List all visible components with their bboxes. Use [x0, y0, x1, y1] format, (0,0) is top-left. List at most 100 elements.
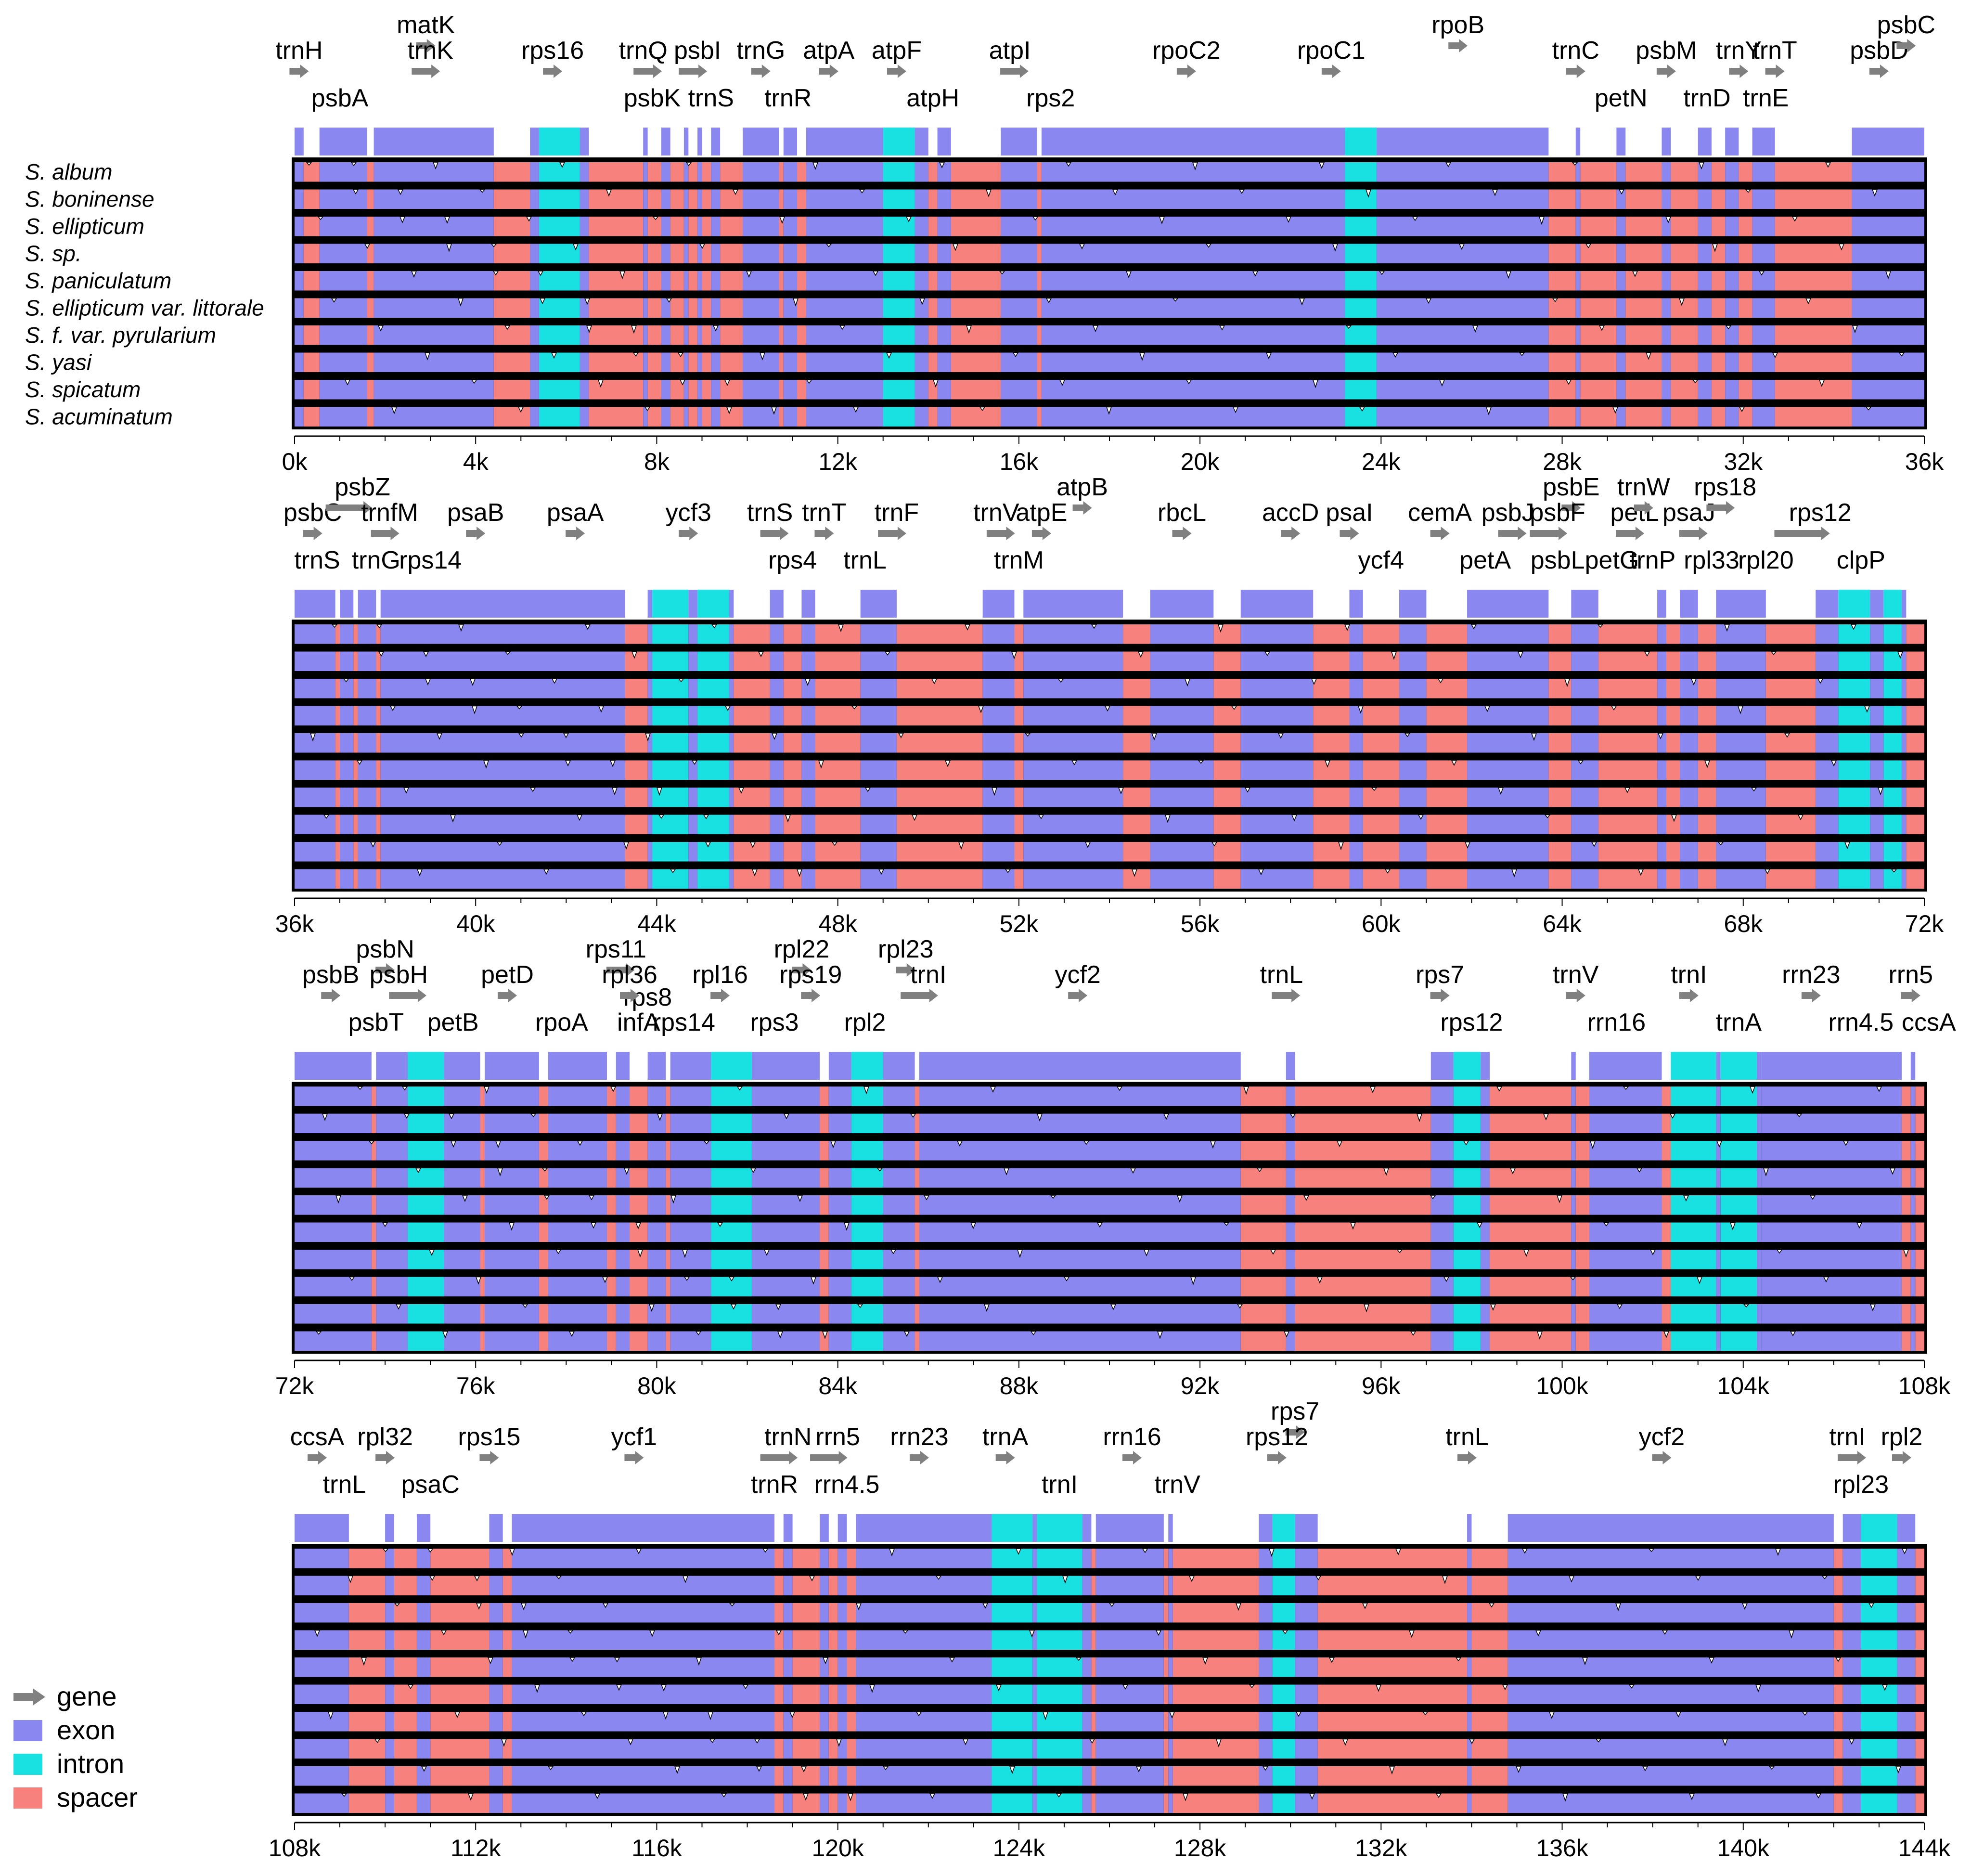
track-segment: [1883, 679, 1902, 699]
track-segment: [1349, 733, 1363, 753]
track-segment: [1037, 1739, 1082, 1759]
identity-dip: [818, 760, 824, 769]
identity-dip: [322, 1113, 328, 1121]
track-segment: [643, 162, 648, 182]
track-segment: [493, 298, 530, 318]
track-segment: [1915, 1549, 1924, 1568]
track-segment: [1756, 1304, 1762, 1324]
track-segment: [376, 869, 381, 889]
track-segment: [371, 1168, 376, 1188]
track-segment: [1838, 733, 1870, 753]
track-segment: [616, 1331, 630, 1351]
track-segment: [1091, 1766, 1096, 1786]
track-segment: [1467, 733, 1549, 753]
track-segment: [670, 325, 684, 345]
track-segment: [1490, 1113, 1572, 1133]
track-segment: [416, 1549, 431, 1568]
track-segment: [1001, 271, 1037, 291]
identity-dip: [623, 841, 630, 850]
track-segment: [489, 1603, 503, 1623]
track-segment: [1897, 1576, 1916, 1595]
gene-label: matK: [397, 11, 455, 39]
track-segment: [630, 1277, 648, 1296]
track-segment: [1399, 624, 1427, 644]
track-segment: [295, 1793, 349, 1813]
track-segment: [1852, 325, 1924, 345]
track-segment: [380, 624, 625, 644]
identity-dip: [1463, 1140, 1469, 1146]
gene-label: rps7: [1271, 1397, 1319, 1425]
track-segment: [1662, 1141, 1671, 1161]
track-segment: [1376, 162, 1549, 182]
track-segment: [1761, 1250, 1902, 1269]
track-segment: [358, 760, 376, 780]
track-segment: [1575, 244, 1581, 263]
identity-dip: [341, 1793, 348, 1797]
track-segment: [688, 706, 698, 725]
track-segment: [1756, 1087, 1762, 1106]
track-segment: [1580, 298, 1617, 318]
identity-dip: [401, 1086, 408, 1091]
track-segment: [374, 407, 494, 427]
track-segment: [851, 1331, 883, 1351]
track-segment: [380, 679, 625, 699]
track-segment: [1376, 189, 1549, 209]
track-segment: [683, 380, 689, 400]
track-segment: [915, 1304, 919, 1324]
track-segment: [652, 842, 689, 862]
track-segment: [430, 1684, 490, 1704]
track-segment: [779, 162, 784, 182]
track-segment: [385, 1576, 394, 1595]
track-segment: [394, 1739, 417, 1759]
track-segment: [1589, 1113, 1662, 1133]
track-segment: [1313, 869, 1350, 889]
tick-label: 36k: [1905, 448, 1945, 475]
track-segment: [1123, 679, 1150, 699]
identity-dip: [317, 216, 324, 220]
identity-dip: [467, 1793, 474, 1801]
track-segment: [1816, 706, 1839, 725]
track-segment: [394, 1793, 417, 1813]
identity-dip: [1758, 271, 1765, 276]
track-segment: [1168, 1739, 1173, 1759]
identity-dip: [902, 1630, 909, 1634]
identity-dip: [1375, 1684, 1382, 1692]
identity-dip: [382, 1548, 389, 1553]
identity-dip: [1717, 841, 1724, 846]
track-segment: [1816, 842, 1839, 862]
track-segment: [1901, 624, 1907, 644]
track-segment: [1775, 298, 1852, 318]
track-segment: [1906, 624, 1924, 644]
track-segment: [295, 842, 335, 862]
track-segment: [720, 162, 743, 182]
gene-label: ccsA: [290, 1423, 345, 1451]
identity-dip: [616, 1684, 622, 1691]
track-segment: [1548, 842, 1572, 862]
track-segment: [797, 325, 806, 345]
identity-dip: [919, 298, 926, 305]
track-segment: [485, 1087, 539, 1106]
tick-label: 48k: [818, 910, 858, 937]
track-segment: [512, 1549, 774, 1568]
track-segment: [1571, 760, 1598, 780]
track-segment: [647, 1277, 666, 1296]
track-segment: [530, 244, 539, 263]
track-segment: [860, 788, 897, 807]
track-segment: [1698, 407, 1712, 427]
track-segment: [915, 189, 928, 209]
annotation-block: [1345, 128, 1377, 155]
track-segment: [711, 407, 721, 427]
track-segment: [896, 706, 983, 725]
track-segment: [1295, 1684, 1318, 1704]
track-segment: [616, 1277, 630, 1296]
track-segment: [1032, 1739, 1037, 1759]
track-segment: [374, 189, 494, 209]
track-segment: [1662, 298, 1671, 318]
gene-label: ycf1: [611, 1423, 657, 1451]
identity-dip: [707, 1711, 714, 1721]
track-segment: [743, 380, 779, 400]
track-segment: [729, 706, 734, 725]
track-segment: [625, 706, 648, 725]
track-segment: [1598, 624, 1658, 644]
track-segment: [915, 162, 928, 182]
